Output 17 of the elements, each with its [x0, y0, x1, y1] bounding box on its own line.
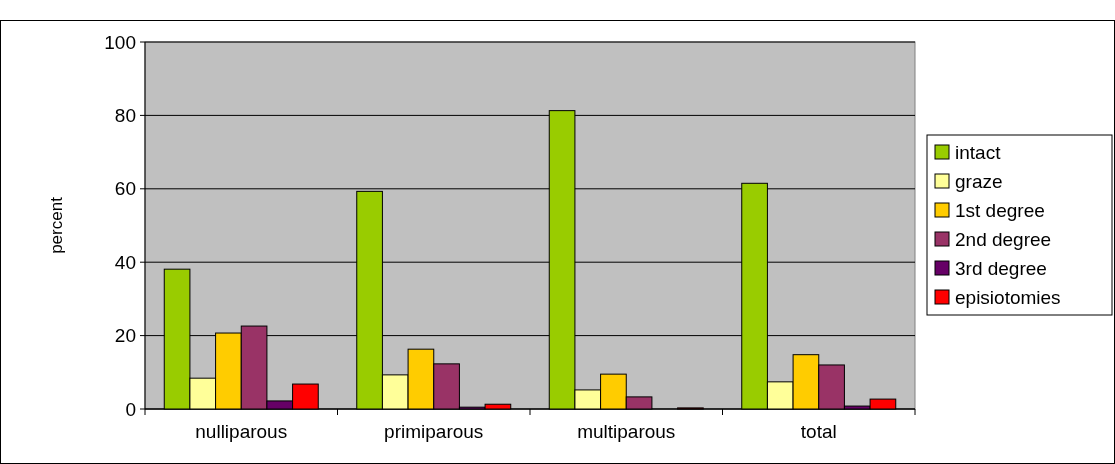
y-tick-label: 100	[104, 31, 136, 53]
y-tick-label: 40	[114, 251, 136, 273]
y-tick-label: 60	[114, 178, 136, 200]
x-tick-label: nulliparous	[195, 421, 288, 442]
y-tick-label: 0	[125, 398, 136, 420]
x-tick-label: multiparous	[577, 421, 676, 442]
x-tick-label: primiparous	[384, 421, 484, 442]
legend-label: intact	[955, 141, 1002, 163]
legend-label: 2nd degree	[955, 228, 1052, 250]
legend-label: 1st degree	[955, 199, 1045, 221]
y-tick-label: 20	[114, 325, 136, 347]
x-tick-label: total	[800, 421, 837, 442]
legend-label: graze	[955, 170, 1003, 192]
legend-label: episiotomies	[955, 286, 1061, 308]
y-tick-label: 80	[114, 105, 136, 127]
y-axis-title: percent	[47, 196, 66, 254]
legend-label: 3rd degree	[955, 257, 1047, 279]
